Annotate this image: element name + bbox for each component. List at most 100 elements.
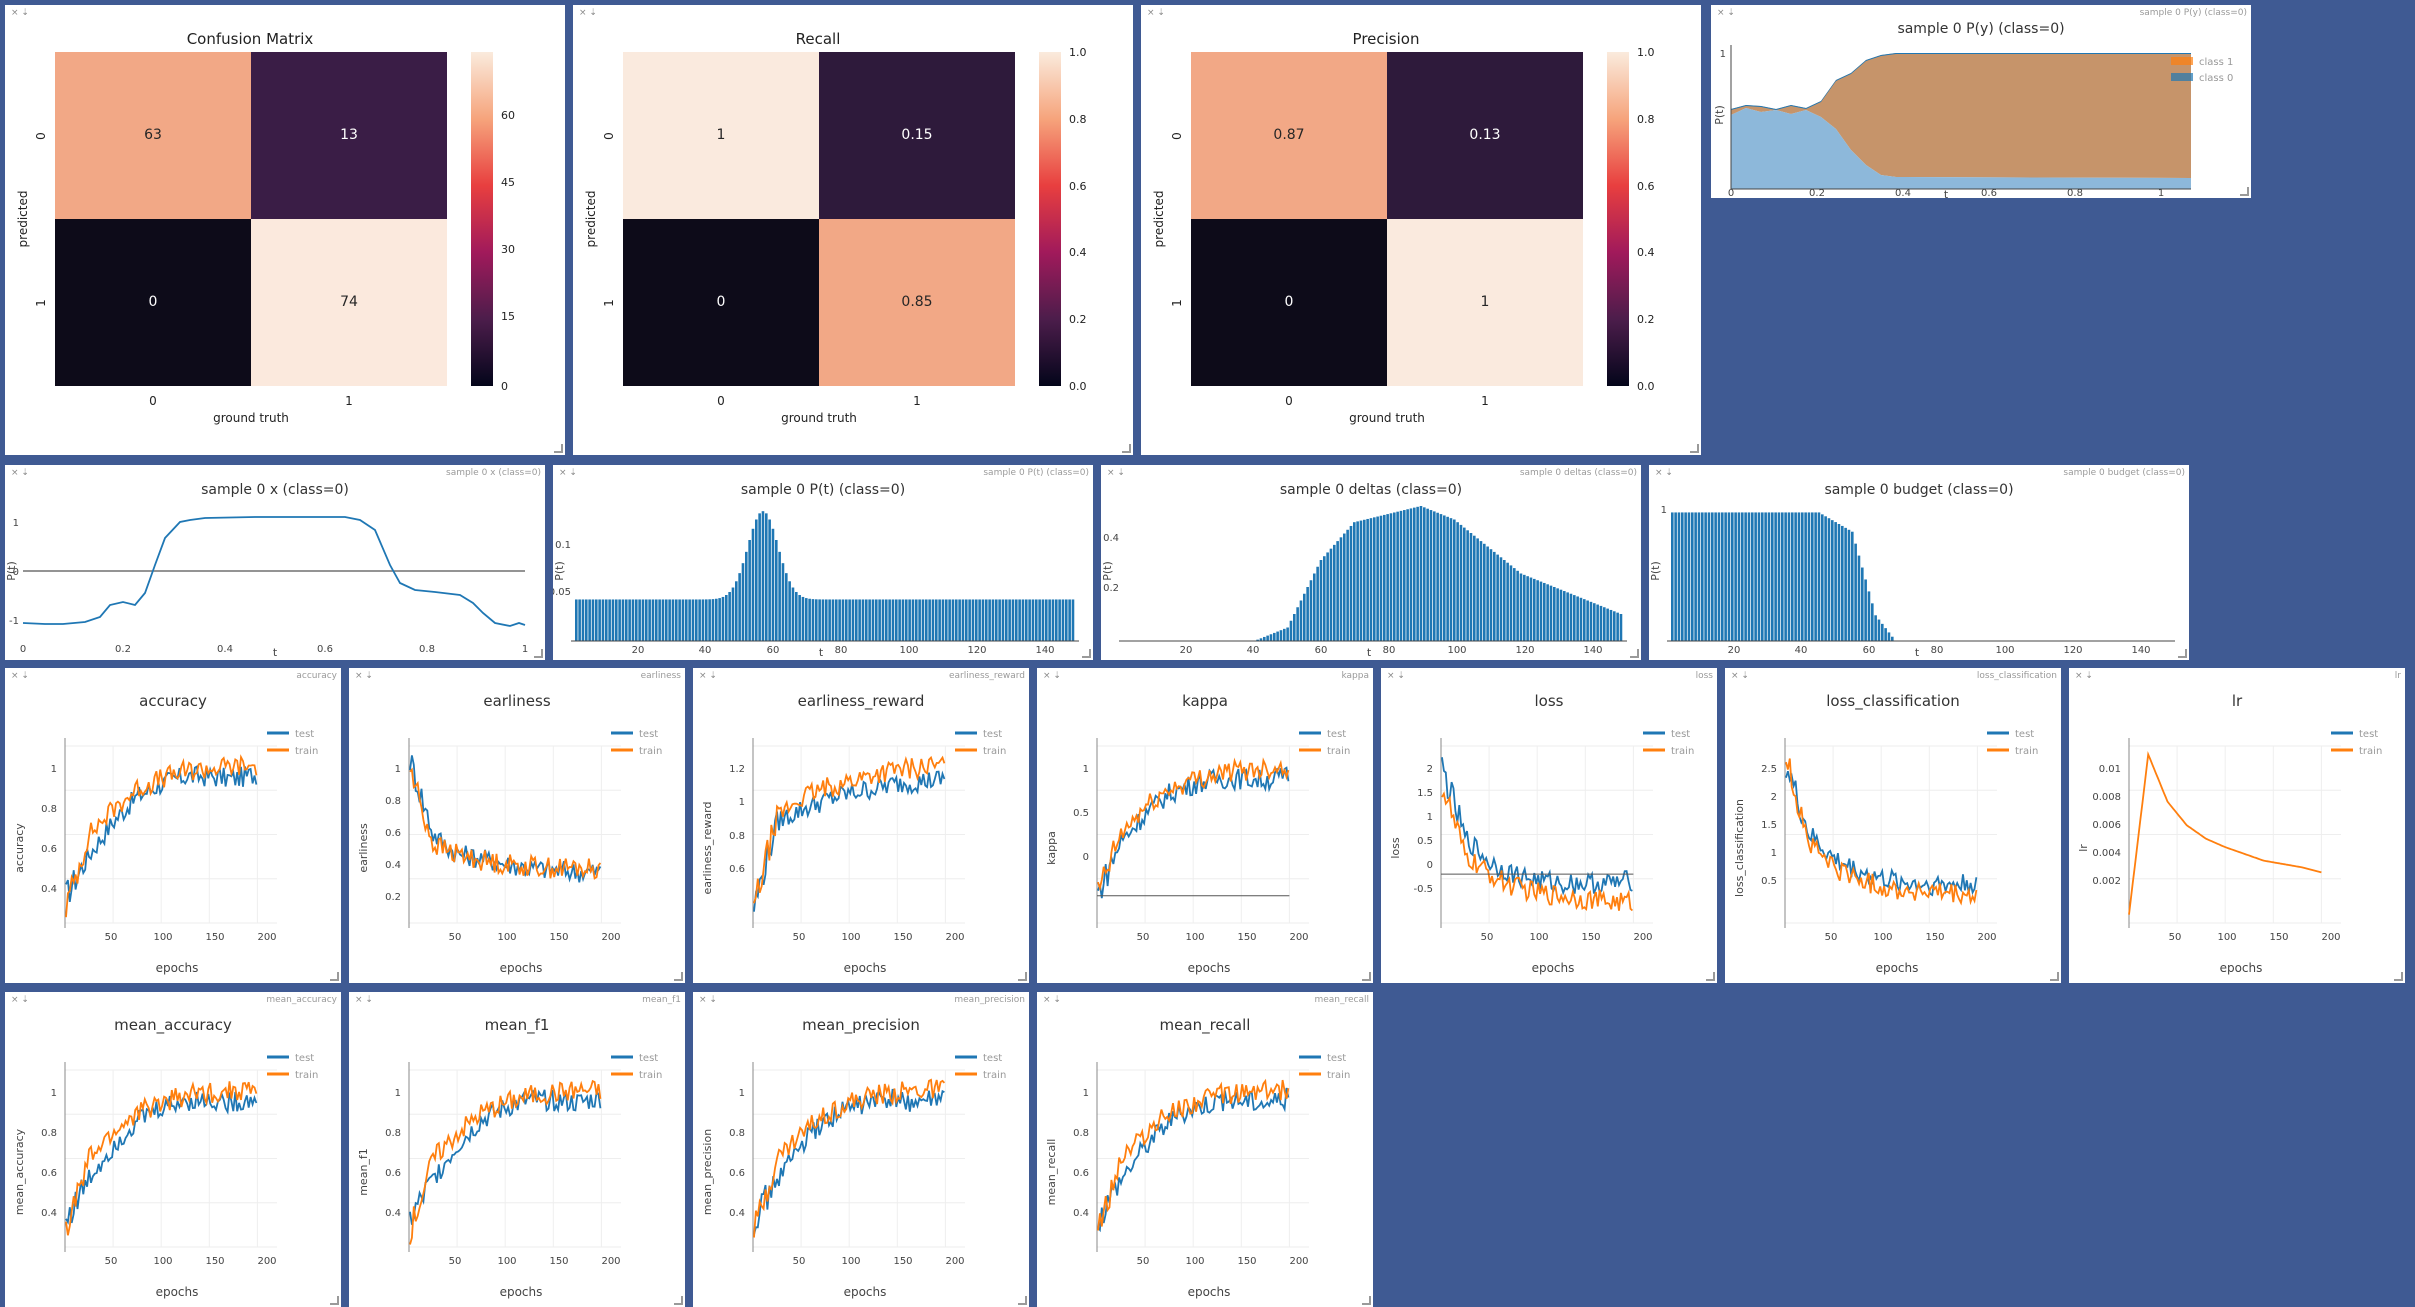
download-icon[interactable]: ⇣ bbox=[365, 671, 373, 681]
download-icon[interactable]: ⇣ bbox=[1157, 8, 1165, 18]
pane-controls[interactable]: × ⇣ bbox=[1655, 468, 1673, 478]
window-name: sample 0 deltas (class=0) bbox=[1519, 468, 1637, 478]
close-icon[interactable]: × bbox=[2075, 671, 2083, 681]
close-icon[interactable]: × bbox=[355, 995, 363, 1005]
download-icon[interactable]: ⇣ bbox=[709, 995, 717, 1005]
close-icon[interactable]: × bbox=[1387, 671, 1395, 681]
resize-handle[interactable] bbox=[1082, 649, 1091, 658]
x-tick: 200 bbox=[1289, 1256, 1308, 1267]
close-icon[interactable]: × bbox=[1107, 468, 1115, 478]
download-icon[interactable]: ⇣ bbox=[1053, 671, 1061, 681]
download-icon[interactable]: ⇣ bbox=[709, 671, 717, 681]
resize-handle[interactable] bbox=[1706, 972, 1715, 981]
bar bbox=[1619, 614, 1623, 641]
pane-controls[interactable]: × ⇣ bbox=[355, 671, 373, 681]
pane-controls[interactable]: × ⇣ bbox=[699, 671, 717, 681]
bar bbox=[905, 599, 908, 641]
pane-controls[interactable]: × ⇣ bbox=[1107, 468, 1125, 478]
bar bbox=[1279, 630, 1283, 641]
window-name: mean_recall bbox=[1314, 995, 1369, 1005]
resize-handle[interactable] bbox=[330, 972, 339, 981]
close-icon[interactable]: × bbox=[11, 468, 19, 478]
download-icon[interactable]: ⇣ bbox=[589, 8, 597, 18]
pane-controls[interactable]: × ⇣ bbox=[11, 8, 29, 18]
download-icon[interactable]: ⇣ bbox=[1665, 468, 1673, 478]
window-name: mean_accuracy bbox=[266, 995, 337, 1005]
resize-handle[interactable] bbox=[674, 972, 683, 981]
plot-area bbox=[1097, 757, 1290, 899]
download-icon[interactable]: ⇣ bbox=[2085, 671, 2093, 681]
resize-handle[interactable] bbox=[674, 1296, 683, 1305]
close-icon[interactable]: × bbox=[11, 995, 19, 1005]
download-icon[interactable]: ⇣ bbox=[1117, 468, 1125, 478]
x-tick: 50 bbox=[1137, 1256, 1150, 1267]
pane-controls[interactable]: × ⇣ bbox=[11, 995, 29, 1005]
resize-handle[interactable] bbox=[2240, 187, 2249, 196]
pane-controls[interactable]: × ⇣ bbox=[1731, 671, 1749, 681]
resize-handle[interactable] bbox=[1690, 444, 1699, 453]
bar bbox=[1429, 510, 1433, 641]
resize-handle[interactable] bbox=[1362, 1296, 1371, 1305]
resize-handle[interactable] bbox=[330, 1296, 339, 1305]
close-icon[interactable]: × bbox=[1717, 8, 1725, 18]
close-icon[interactable]: × bbox=[355, 671, 363, 681]
download-icon[interactable]: ⇣ bbox=[21, 671, 29, 681]
download-icon[interactable]: ⇣ bbox=[569, 468, 577, 478]
close-icon[interactable]: × bbox=[1043, 995, 1051, 1005]
bar bbox=[1439, 514, 1443, 641]
bar bbox=[838, 599, 841, 641]
bar bbox=[1586, 600, 1589, 641]
pane-controls[interactable]: × ⇣ bbox=[2075, 671, 2093, 681]
download-icon[interactable]: ⇣ bbox=[1741, 671, 1749, 681]
resize-handle[interactable] bbox=[2050, 972, 2059, 981]
pane-controls[interactable]: × ⇣ bbox=[1043, 671, 1061, 681]
close-icon[interactable]: × bbox=[699, 671, 707, 681]
legend-swatch-class-0 bbox=[2171, 73, 2193, 81]
close-icon[interactable]: × bbox=[1655, 468, 1663, 478]
resize-handle[interactable] bbox=[1122, 444, 1131, 453]
bar bbox=[705, 599, 708, 641]
resize-handle[interactable] bbox=[554, 444, 563, 453]
metric-pane-earliness-reward: × ⇣ earliness_reward earliness_reward 1.… bbox=[693, 668, 1029, 983]
close-icon[interactable]: × bbox=[1043, 671, 1051, 681]
resize-handle[interactable] bbox=[2394, 972, 2403, 981]
resize-handle[interactable] bbox=[1630, 649, 1639, 658]
pane-controls[interactable]: × ⇣ bbox=[355, 995, 373, 1005]
download-icon[interactable]: ⇣ bbox=[1397, 671, 1405, 681]
pane-controls[interactable]: × ⇣ bbox=[11, 671, 29, 681]
bar bbox=[1303, 593, 1306, 641]
pane-controls[interactable]: × ⇣ bbox=[1717, 8, 1735, 18]
resize-handle[interactable] bbox=[534, 649, 543, 658]
resize-handle[interactable] bbox=[2178, 649, 2187, 658]
download-icon[interactable]: ⇣ bbox=[1727, 8, 1735, 18]
close-icon[interactable]: × bbox=[1731, 671, 1739, 681]
download-icon[interactable]: ⇣ bbox=[1053, 995, 1061, 1005]
bar bbox=[1329, 548, 1333, 641]
pane-controls[interactable]: × ⇣ bbox=[559, 468, 577, 478]
pane-controls[interactable]: × ⇣ bbox=[1043, 995, 1061, 1005]
pane-controls[interactable]: × ⇣ bbox=[1147, 8, 1165, 18]
bar bbox=[928, 599, 931, 641]
bar bbox=[601, 599, 605, 641]
bar bbox=[648, 599, 651, 641]
download-icon[interactable]: ⇣ bbox=[21, 995, 29, 1005]
pane-controls[interactable]: × ⇣ bbox=[699, 995, 717, 1005]
pane-controls[interactable]: × ⇣ bbox=[11, 468, 29, 478]
resize-handle[interactable] bbox=[1018, 1296, 1027, 1305]
resize-handle[interactable] bbox=[1018, 972, 1027, 981]
close-icon[interactable]: × bbox=[559, 468, 567, 478]
close-icon[interactable]: × bbox=[699, 995, 707, 1005]
pane-controls[interactable]: × ⇣ bbox=[1387, 671, 1405, 681]
close-icon[interactable]: × bbox=[11, 671, 19, 681]
close-icon[interactable]: × bbox=[1147, 8, 1155, 18]
x-tick: 0 bbox=[1728, 188, 1734, 198]
resize-handle[interactable] bbox=[1362, 972, 1371, 981]
close-icon[interactable]: × bbox=[11, 8, 19, 18]
close-icon[interactable]: × bbox=[579, 8, 587, 18]
download-icon[interactable]: ⇣ bbox=[365, 995, 373, 1005]
download-icon[interactable]: ⇣ bbox=[21, 468, 29, 478]
pane-controls[interactable]: × ⇣ bbox=[579, 8, 597, 18]
bar bbox=[625, 599, 628, 641]
download-icon[interactable]: ⇣ bbox=[21, 8, 29, 18]
bar bbox=[1771, 512, 1774, 641]
